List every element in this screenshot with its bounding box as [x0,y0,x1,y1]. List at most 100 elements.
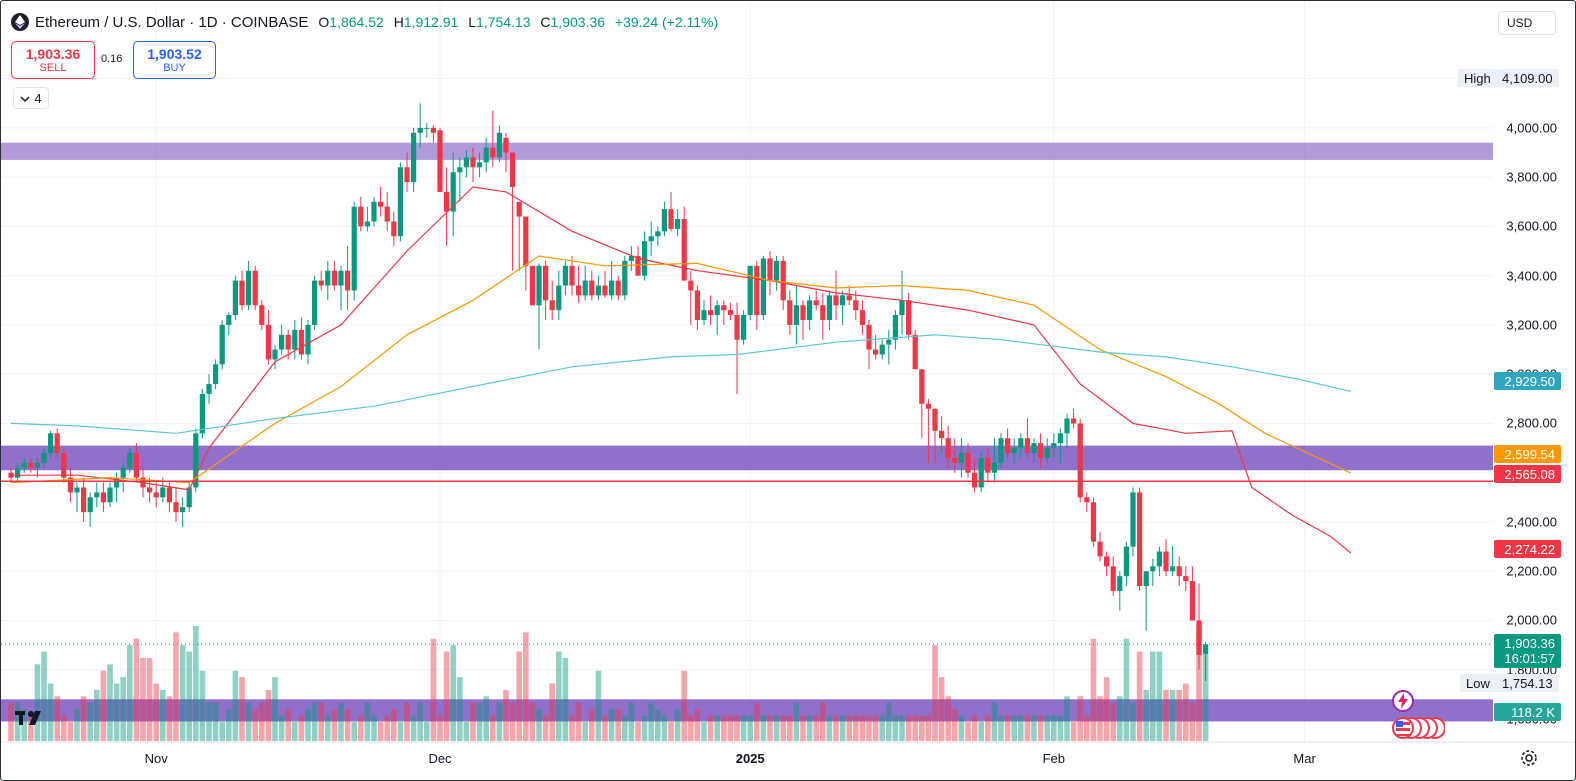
volume-bar [311,702,318,741]
candle [450,152,456,237]
volume-bar [61,715,67,741]
candle [1038,433,1044,468]
settings-gear-icon[interactable] [1520,749,1538,767]
candle [767,251,773,296]
candle [873,334,879,360]
open-value: 1,864.52 [329,14,384,30]
last-price-value: 1,903.36 [1504,636,1555,651]
candle [292,320,298,360]
economic-events-icon[interactable] [1391,715,1446,746]
volume-bar [325,715,331,741]
tradingview-logo[interactable] [15,709,51,729]
volume-bar [866,715,872,741]
volume-bar [886,702,892,741]
candle [127,448,133,473]
candle [1097,531,1103,562]
candle [21,457,27,473]
candle [543,260,549,320]
candle [727,302,733,320]
volume-bar [509,702,516,741]
volume-bar [127,645,133,741]
candle [298,317,304,360]
candle [186,482,192,513]
volume-bar [424,721,430,741]
volume-bar [87,702,93,741]
volume-bars [8,626,1209,741]
candle [1156,546,1162,577]
candle [840,290,846,325]
candle [67,467,73,503]
candle [1163,539,1169,577]
ma-line [11,186,1352,554]
volume-bar [344,709,351,741]
candle [628,246,634,271]
candle [615,275,621,301]
volume-bar [1163,689,1169,741]
volume-bar [707,715,714,741]
open-key: O [318,14,330,30]
volume-bar [318,702,324,741]
candle [437,127,443,192]
candle [246,260,252,311]
volume-bar [839,715,846,741]
volume-bar [1189,702,1196,741]
volume-bar [371,715,377,741]
candle [734,302,740,394]
volume-bar [351,721,357,741]
candle [886,329,892,365]
volume-bar [846,715,852,741]
candle [1203,641,1209,682]
currency-selector[interactable]: USD [1498,11,1556,35]
volume-bar [450,645,456,741]
candle [965,443,971,478]
sma200-price-label: 2,929.50 [1494,372,1561,390]
volume-bar [978,721,984,741]
lightning-icon[interactable] [1391,689,1415,718]
indicators-count: 4 [34,90,42,106]
volume-bar [245,702,252,741]
volume-bar [173,632,179,741]
horizontal-line[interactable] [1,480,1493,645]
volume-bar [998,715,1004,741]
volume-bar [160,689,166,741]
sell-button[interactable]: 1,903.36 SELL [11,41,95,79]
candle [133,443,139,483]
volume-bar [529,702,536,741]
volume-bar [1064,696,1070,741]
buy-button[interactable]: 1,903.52 BUY [133,41,216,79]
volume-bar [1169,689,1176,741]
candle [576,265,582,303]
candle [259,300,265,330]
candle [378,187,384,217]
candle [87,492,93,527]
candle [279,324,285,355]
candle [859,300,865,335]
candle [232,275,238,320]
candle [899,270,905,335]
volume-bar [991,702,998,741]
indicators-toggle[interactable]: 4 [13,87,49,109]
volume-bar [443,651,450,741]
symbol-header[interactable]: Ethereum / U.S. Dollar · 1D · COINBASE O… [11,13,724,31]
volume-bar [674,709,681,741]
candle [516,201,522,271]
volume-bar [787,715,793,741]
candle [34,457,40,478]
candle [1064,413,1070,449]
candle [714,300,720,335]
volume-bar [94,689,100,741]
volume-bar [219,721,225,741]
candle [411,127,417,192]
volume-bar [463,721,470,741]
ethereum-icon [11,13,29,31]
volume-bar [826,715,833,741]
volume-bar [589,709,595,741]
volume-bar [925,715,932,741]
candle [364,206,370,232]
candle [556,270,562,320]
candle [490,110,496,168]
zone-rect [1,699,1493,722]
volume-bar [1090,638,1097,741]
low-value: 1,754.13 [476,14,531,30]
